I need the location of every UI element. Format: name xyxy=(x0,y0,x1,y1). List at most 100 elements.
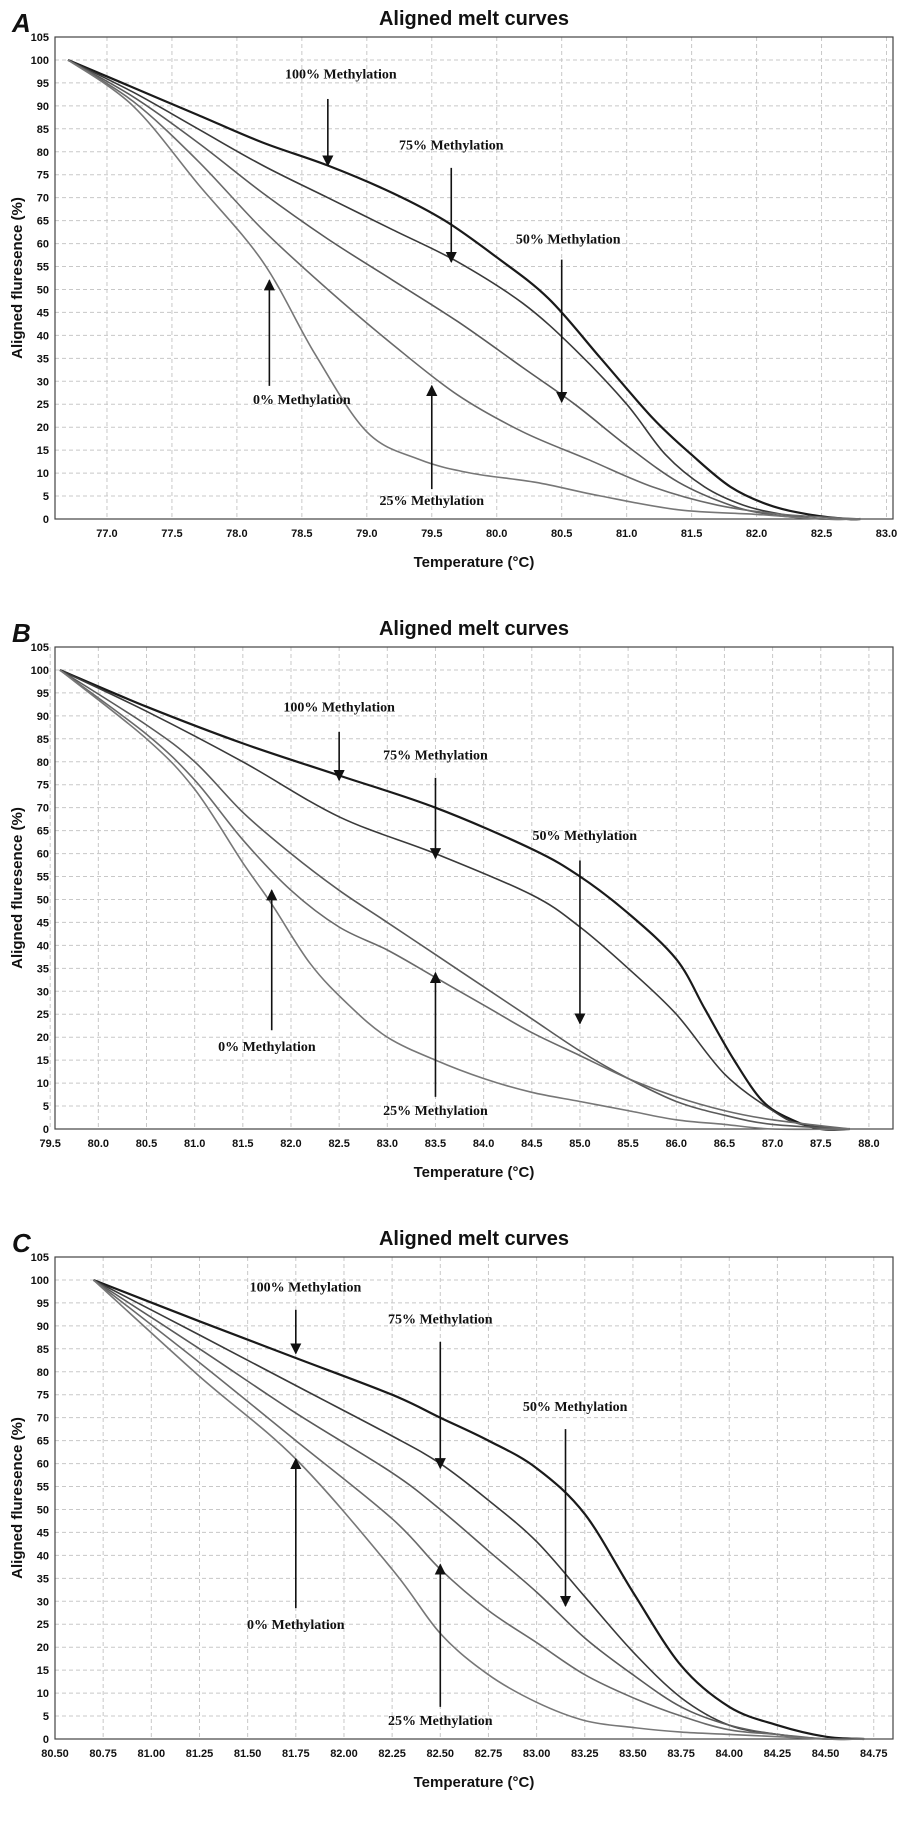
y-tick-label: 25 xyxy=(37,399,49,411)
grid xyxy=(55,36,893,520)
x-tick-label: 83.50 xyxy=(619,1748,647,1760)
y-tick-label: 105 xyxy=(31,642,49,654)
y-tick-label: 60 xyxy=(37,1459,49,1471)
x-tick-label: 78.0 xyxy=(226,528,247,540)
y-tick-label: 50 xyxy=(37,284,49,296)
x-tick-label: 83.0 xyxy=(377,1138,398,1150)
chart-title: Aligned melt curves xyxy=(379,1228,569,1250)
y-tick-label: 85 xyxy=(37,124,49,136)
y-tick-label: 25 xyxy=(37,1009,49,1021)
x-tick-label: 84.00 xyxy=(715,1748,743,1760)
y-tick-label: 55 xyxy=(37,262,49,274)
annotation-label: 50% Methylation xyxy=(516,233,621,248)
y-tick-label: 90 xyxy=(37,101,49,113)
x-tick-label: 81.0 xyxy=(184,1138,205,1150)
annotation-label: 75% Methylation xyxy=(388,1313,493,1328)
x-tick-label: 82.25 xyxy=(378,1748,406,1760)
x-tick-label: 85.0 xyxy=(569,1138,590,1150)
y-tick-label: 50 xyxy=(37,1504,49,1516)
y-tick-label: 80 xyxy=(37,1367,49,1379)
x-tick-label: 87.5 xyxy=(810,1138,831,1150)
y-tick-label: 25 xyxy=(37,1619,49,1631)
y-tick-label: 90 xyxy=(37,711,49,723)
annotation-label: 100% Methylation xyxy=(285,67,397,82)
panel-letter: A xyxy=(11,8,31,38)
y-tick-label: 100 xyxy=(31,1275,49,1287)
x-tick-label: 81.5 xyxy=(232,1138,253,1150)
x-tick-label: 80.5 xyxy=(136,1138,157,1150)
y-tick-label: 15 xyxy=(37,445,49,457)
y-tick-label: 100 xyxy=(31,55,49,67)
y-tick-label: 65 xyxy=(37,216,49,228)
x-tick-label: 81.00 xyxy=(138,1748,166,1760)
x-tick-label: 77.5 xyxy=(161,528,182,540)
annotation-label: 100% Methylation xyxy=(250,1280,362,1295)
y-tick-label: 10 xyxy=(37,468,49,480)
y-tick-label: 35 xyxy=(37,353,49,365)
annotation-label: 50% Methylation xyxy=(532,829,637,844)
y-tick-label: 40 xyxy=(37,940,49,952)
x-tick-label: 84.75 xyxy=(860,1748,888,1760)
y-tick-label: 105 xyxy=(31,1252,49,1264)
x-axis-label: Temperature (°C) xyxy=(414,1164,535,1181)
y-tick-label: 5 xyxy=(43,1101,49,1113)
y-tick-label: 50 xyxy=(37,894,49,906)
y-tick-label: 85 xyxy=(37,1344,49,1356)
y-tick-label: 0 xyxy=(43,1734,49,1746)
x-tick-label: 81.0 xyxy=(616,528,637,540)
y-tick-label: 70 xyxy=(37,1413,49,1425)
x-tick-label: 82.50 xyxy=(427,1748,455,1760)
y-tick-label: 65 xyxy=(37,826,49,838)
y-tick-label: 55 xyxy=(37,1482,49,1494)
x-tick-label: 79.0 xyxy=(356,528,377,540)
y-tick-label: 35 xyxy=(37,963,49,975)
annotation-label: 75% Methylation xyxy=(399,138,504,153)
series-line-100-methylation xyxy=(59,668,850,1131)
plot-frame xyxy=(54,646,894,1130)
x-tick-label: 81.5 xyxy=(681,528,702,540)
x-tick-label: 82.0 xyxy=(746,528,767,540)
y-tick-label: 0 xyxy=(43,514,49,526)
plot-frame xyxy=(54,36,894,520)
x-tick-label: 87.0 xyxy=(762,1138,783,1150)
grid xyxy=(49,646,893,1130)
x-tick-label: 82.75 xyxy=(475,1748,503,1760)
y-tick-label: 0 xyxy=(43,1124,49,1136)
x-tick-label: 82.5 xyxy=(811,528,832,540)
y-tick-label: 5 xyxy=(43,1711,49,1723)
y-tick-label: 30 xyxy=(37,986,49,998)
y-tick-label: 105 xyxy=(31,32,49,44)
y-tick-label: 45 xyxy=(37,1527,49,1539)
x-tick-label: 83.00 xyxy=(523,1748,551,1760)
x-tick-label: 86.0 xyxy=(666,1138,687,1150)
annotation-label: 25% Methylation xyxy=(383,1104,488,1119)
y-axis-label: Aligned fluresence (%) xyxy=(9,1417,26,1579)
annotation-label: 25% Methylation xyxy=(388,1714,493,1729)
x-tick-label: 77.0 xyxy=(96,528,117,540)
series-line-25-methylation xyxy=(93,1279,865,1741)
y-tick-label: 15 xyxy=(37,1665,49,1677)
annotation-label: 0% Methylation xyxy=(218,1040,316,1055)
x-tick-label: 86.5 xyxy=(714,1138,735,1150)
annotation-label: 25% Methylation xyxy=(379,494,484,509)
x-tick-label: 83.0 xyxy=(876,528,897,540)
x-tick-label: 82.0 xyxy=(280,1138,301,1150)
y-axis-label: Aligned fluresence (%) xyxy=(9,807,26,969)
x-tick-label: 80.5 xyxy=(551,528,572,540)
y-tick-label: 35 xyxy=(37,1573,49,1585)
y-tick-label: 40 xyxy=(37,330,49,342)
y-tick-label: 100 xyxy=(31,665,49,677)
x-tick-label: 79.5 xyxy=(39,1138,60,1150)
chart-title: Aligned melt curves xyxy=(379,8,569,30)
x-tick-label: 80.0 xyxy=(88,1138,109,1150)
x-tick-label: 80.75 xyxy=(89,1748,117,1760)
y-tick-label: 40 xyxy=(37,1550,49,1562)
x-tick-label: 79.5 xyxy=(421,528,442,540)
grid xyxy=(54,1256,893,1740)
series-line-75-methylation xyxy=(59,669,850,1130)
series-line-100-methylation xyxy=(67,58,861,521)
series-line-0-methylation xyxy=(92,1279,865,1740)
x-tick-label: 84.0 xyxy=(473,1138,494,1150)
y-tick-label: 85 xyxy=(37,734,49,746)
